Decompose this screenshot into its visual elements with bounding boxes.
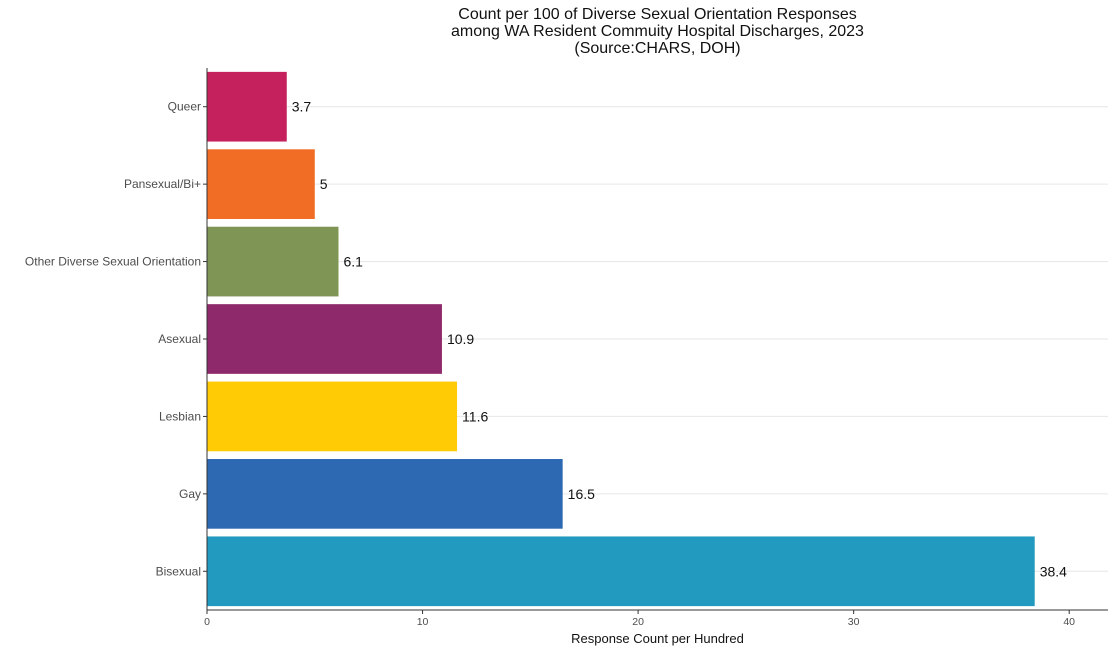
chart-title-line-2: among WA Resident Commuity Hospital Disc… [451,23,864,40]
chart-title-line-1: Count per 100 of Diverse Sexual Orientat… [458,6,857,23]
x-tick-label: 0 [204,616,210,628]
bar-pansexual-bi- [207,149,315,219]
x-tick-label: 40 [1063,616,1075,628]
y-tick-label: Queer [168,100,201,114]
y-tick-label: Lesbian [159,409,201,423]
value-label: 16.5 [568,486,595,502]
bar-lesbian [207,381,458,452]
x-axis-title: Response Count per Hundred [571,631,744,646]
value-label: 38.4 [1040,563,1067,579]
bar-asexual [207,304,442,374]
bar-bisexual [207,536,1035,607]
y-tick-label: Bisexual [156,564,201,578]
value-label: 11.6 [462,408,488,424]
y-tick-label: Pansexual/Bi+ [124,177,201,191]
chart-title-line-3: (Source:CHARS, DOH) [574,40,741,57]
bar-queer [207,71,287,142]
x-tick-label: 20 [632,616,644,628]
x-tick-label: 30 [848,616,860,628]
value-label: 3.7 [292,99,312,115]
value-label: 5 [320,176,328,192]
bar-gay [207,459,563,529]
bar-other-diverse-sexual-orientation [207,226,339,297]
x-tick-label: 10 [417,616,429,628]
value-label: 6.1 [343,254,363,270]
y-tick-label: Other Diverse Sexual Orientation [25,255,201,269]
y-tick-label: Asexual [158,332,201,346]
value-label: 10.9 [447,331,474,347]
y-tick-label: Gay [179,487,201,501]
